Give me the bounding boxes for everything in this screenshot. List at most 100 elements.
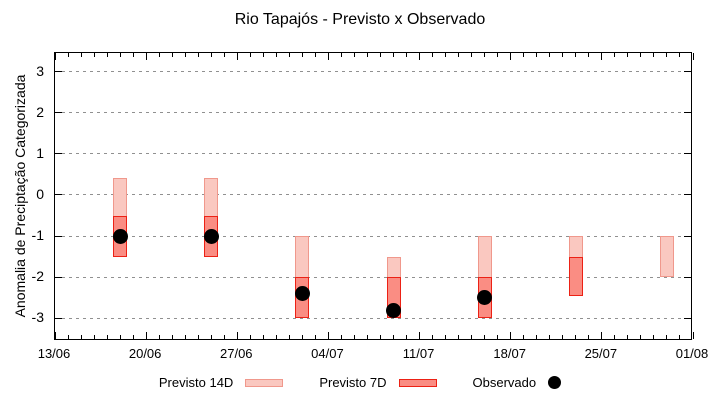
y-tick-left [55,194,62,196]
y-tick-left [55,153,62,155]
x-tick-major [601,332,603,339]
x-tick-minor [471,335,473,339]
x-tick-major-top [419,53,421,60]
x-tick-minor-top [249,53,251,57]
x-tick-label: 01/08 [675,346,709,361]
x-tick-major-top [236,53,238,60]
x-tick-minor [679,335,681,339]
x-tick-minor [249,335,251,339]
x-tick-minor-top [484,53,486,57]
y-tick-label: 3 [36,62,44,79]
x-tick-minor [132,335,134,339]
x-tick-minor-top [380,53,381,57]
x-tick-minor [210,335,212,339]
x-tick-minor [106,335,108,339]
x-tick-minor-top [171,53,173,57]
y-tick-right [684,71,691,72]
x-tick-minor-top [575,53,577,57]
plot-area [54,52,694,340]
legend: Previsto 14D Previsto 7D Observado [0,375,720,390]
x-tick-minor [223,335,225,339]
x-tick-major [54,332,56,339]
x-tick-minor [640,335,642,339]
x-tick-minor [184,335,186,339]
y-tick-label: 0 [36,185,44,202]
observed-dot [294,286,310,302]
x-tick-minor [523,335,525,339]
x-tick-major [145,332,147,339]
x-tick-minor-top [93,53,95,57]
legend-swatch-14d [245,378,284,387]
legend-label-previsto-14d: Previsto 14D [158,375,234,390]
x-tick-major-top [510,53,512,60]
x-tick-minor-top [132,53,134,57]
x-tick-minor [614,335,616,339]
y-tick-left [55,276,62,278]
x-tick-minor-top [627,53,629,57]
x-tick-minor-top [353,53,355,57]
y-tick-left [55,71,62,72]
x-tick-minor [406,335,408,339]
x-tick-minor [536,335,538,339]
x-tick-minor [158,335,160,339]
legend-item-observado: Observado [473,375,562,390]
x-tick-minor-top [406,53,408,57]
y-tick-label: -3 [31,309,44,326]
x-tick-minor-top [197,53,199,57]
observed-dot [203,228,219,244]
x-tick-minor-top [536,53,538,57]
legend-item-previsto-7d: Previsto 7D [319,375,437,390]
x-tick-minor [288,335,290,339]
x-tick-minor-top [67,53,69,57]
x-tick-minor-top [653,53,655,57]
x-tick-minor-top [106,53,108,57]
grid-line [55,276,691,278]
x-tick-major-top [54,53,56,60]
x-tick-minor [197,335,199,339]
x-tick-major-top [145,53,147,60]
grid-line [55,71,691,72]
x-tick-minor [93,335,95,339]
x-tick-minor [380,335,381,339]
x-tick-minor-top [588,53,590,57]
x-tick-minor-top [471,53,473,57]
observed-dot [386,302,402,318]
y-tick-right [684,276,691,278]
bar-previsto-14d [659,236,674,278]
grid-line [55,194,691,196]
x-tick-minor-top [549,53,551,57]
x-tick-label: 11/07 [402,346,435,361]
x-tick-minor-top [80,53,82,57]
x-tick-minor-top [314,53,316,57]
x-tick-minor-top [640,53,642,57]
x-tick-minor-top [445,53,447,57]
grid-line [55,112,691,114]
x-tick-minor [67,335,69,339]
x-tick-minor [497,335,499,339]
y-tick-label: -2 [31,268,44,285]
x-tick-label: 20/06 [128,346,162,361]
x-tick-minor-top [184,53,186,57]
x-tick-minor-top [340,53,342,57]
x-tick-minor [80,335,82,339]
y-tick-label: 2 [36,103,44,120]
x-tick-minor-top [666,53,668,57]
x-tick-minor [445,335,447,339]
x-tick-minor-top [432,53,434,57]
y-tick-left [55,112,62,114]
x-tick-major-top [692,53,694,60]
grid-line [55,235,691,237]
x-tick-minor-top [301,53,303,57]
legend-swatch-7d [398,378,437,387]
x-tick-minor [484,335,486,339]
x-tick-minor [575,335,577,339]
x-tick-minor [393,335,395,339]
x-tick-minor-top [158,53,160,57]
y-tick-left [55,235,62,237]
x-tick-minor [353,335,355,339]
x-tick-minor [653,335,655,339]
x-tick-minor-top [458,53,460,57]
x-tick-minor-top [393,53,395,57]
x-tick-label: 18/07 [493,346,526,361]
